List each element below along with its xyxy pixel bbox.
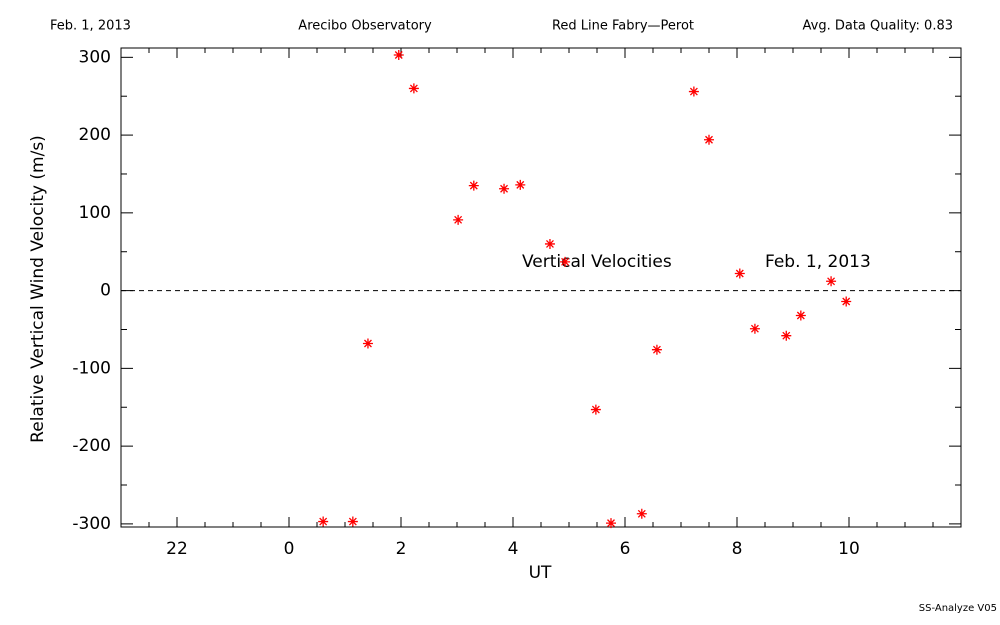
data-point (704, 134, 714, 145)
data-point (636, 508, 647, 519)
data-point (841, 296, 852, 307)
data-point (515, 179, 526, 190)
data-point (499, 183, 510, 194)
data-point (606, 518, 616, 529)
data-point (826, 276, 837, 287)
data-point (781, 330, 792, 341)
x-tick-label: 8 (732, 539, 743, 559)
y-tick-label: -100 (72, 358, 111, 378)
data-point (590, 404, 601, 415)
x-tick-label: 22 (166, 539, 188, 559)
data-point (560, 256, 571, 267)
plot-frame (120, 47, 962, 528)
y-tick-label: 100 (79, 203, 111, 223)
data-point (468, 180, 479, 191)
y-tick-label: -300 (72, 514, 111, 534)
x-tick-label: 10 (838, 539, 860, 559)
header-quality: Avg. Data Quality: 0.83 (803, 19, 953, 34)
x-tick-label: 6 (620, 539, 631, 559)
y-tick-label: 300 (79, 47, 111, 67)
header-date: Feb. 1, 2013 (50, 19, 131, 34)
x-tick-label: 4 (508, 539, 519, 559)
x-tick-label: 2 (396, 539, 407, 559)
data-point (749, 323, 760, 334)
header-site: Arecibo Observatory (298, 19, 432, 34)
data-point (651, 344, 662, 355)
header-instrument: Red Line Fabry—Perot (552, 19, 694, 34)
y-tick-label: 0 (100, 281, 111, 301)
y-axis-label: Relative Vertical Wind Velocity (m/s) (28, 135, 48, 443)
y-tick-label: -200 (72, 436, 111, 456)
data-point (734, 268, 745, 279)
footer: SS-Analyze V05 (919, 603, 997, 614)
data-point (544, 238, 555, 249)
y-tick-label: 200 (79, 125, 111, 145)
data-point (362, 338, 373, 349)
data-point (408, 83, 419, 94)
data-point (393, 49, 404, 60)
data-point (318, 516, 329, 527)
data-point (453, 214, 464, 225)
data-point (795, 310, 806, 321)
data-point (688, 86, 699, 97)
x-tick-label: 0 (284, 539, 295, 559)
data-point (347, 516, 358, 527)
annotation: Vertical Velocities (522, 252, 672, 272)
x-axis-label: UT (529, 563, 552, 583)
annotation: Feb. 1, 2013 (765, 252, 871, 272)
